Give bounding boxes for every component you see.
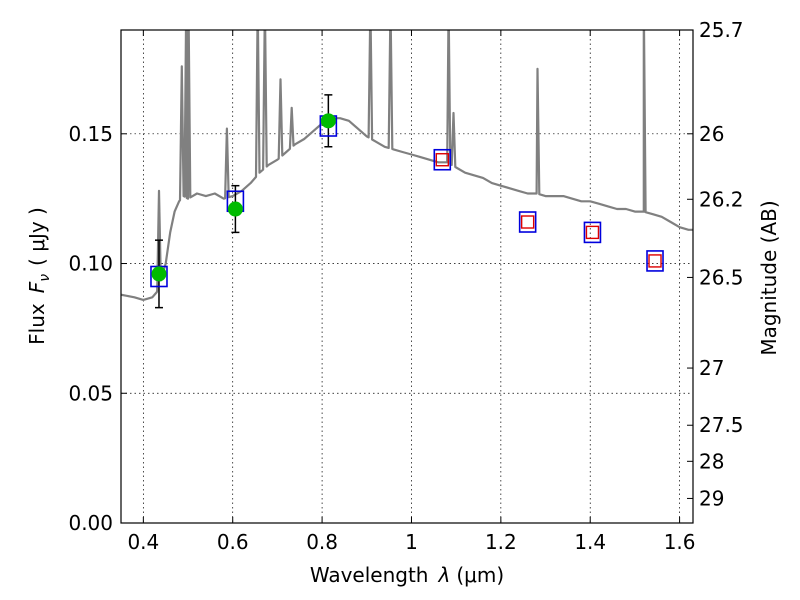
right-tick-label: 29 [699, 486, 724, 510]
x-tick-label: 0.8 [306, 530, 338, 554]
model-spectrum [121, 30, 693, 301]
x-tick-label: 1.4 [574, 530, 606, 554]
plot-frame [120, 29, 694, 524]
model-spectrum-line [121, 30, 693, 301]
x-axis-label: Wavelength λ (μm) [310, 563, 504, 587]
observed-point [227, 201, 243, 217]
y-tick-label: 0.05 [68, 381, 113, 405]
predicted-point [435, 153, 450, 167]
right-tick-label: 27 [699, 356, 724, 380]
observed-point [320, 113, 336, 129]
y-tick-label: 0.15 [68, 122, 113, 146]
x-tick-label: 1 [405, 530, 418, 554]
x-tick-label: 1.6 [664, 530, 696, 554]
model-photometry-box [518, 211, 537, 233]
axis-ticks: 0.4 0.6 0.8 1 1.2 1.4 1.6 0.00 0.05 0.10 0.15 25.7 2… [68, 18, 743, 554]
y-axis-label: FluxFν( μJy ) [25, 207, 53, 345]
right-axis-label: Magnitude (AB) [757, 200, 781, 355]
predicted-point [585, 225, 600, 240]
right-tick-label: 27.5 [699, 413, 744, 437]
x-tick-label: 0.4 [127, 530, 159, 554]
observed-photometry [151, 113, 336, 282]
right-tick-label: 28 [699, 449, 724, 473]
y-tick-label: 0.00 [68, 511, 113, 535]
model-photometry-box [583, 221, 602, 244]
right-tick-label: 25.7 [699, 18, 744, 42]
predicted-photometry [435, 153, 662, 268]
observed-point [151, 266, 167, 282]
right-tick-label: 26.5 [699, 265, 744, 289]
predicted-point [648, 254, 662, 268]
x-tick-label: 0.6 [217, 530, 249, 554]
grid [121, 30, 693, 524]
right-tick-label: 26 [699, 122, 724, 146]
model-photometry-box [433, 148, 452, 171]
right-tick-label: 26.2 [699, 187, 744, 211]
predicted-point [520, 215, 535, 229]
model-photometry-box [646, 250, 664, 272]
x-tick-label: 1.2 [485, 530, 517, 554]
y-tick-label: 0.10 [68, 252, 113, 276]
